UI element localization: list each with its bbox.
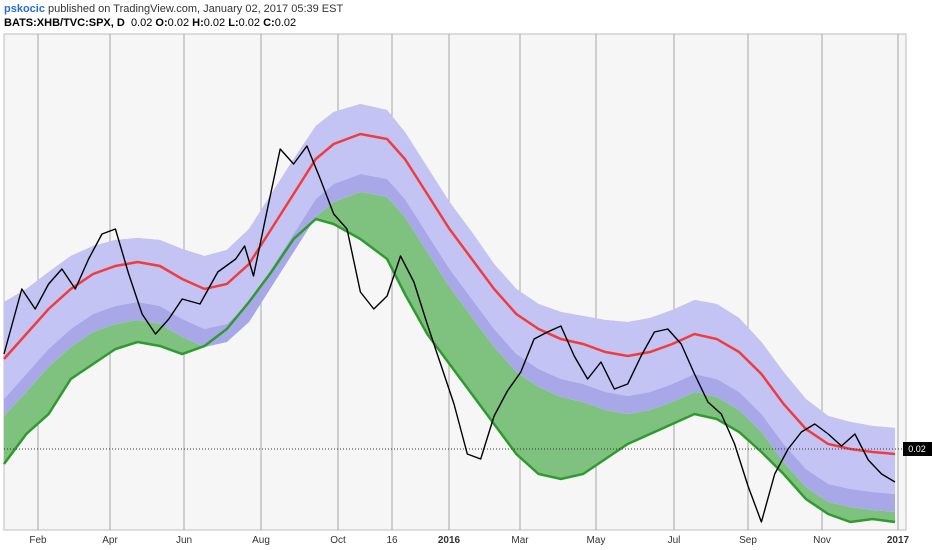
ohlc-line: BATS:XHB/TVC:SPX, D 0.02 O:0.02 H:0.02 L… — [4, 16, 924, 30]
x-tick-label: Mar — [511, 535, 529, 546]
high-value: 0.02 — [203, 17, 226, 29]
x-tick-label: 2017 — [887, 535, 910, 546]
low-value: 0.02 — [238, 17, 261, 29]
x-tick-label: Apr — [102, 535, 118, 546]
lower-band-fill — [4, 192, 895, 522]
author-link[interactable]: pskocic — [4, 3, 45, 15]
open-value: 0.02 — [167, 17, 190, 29]
x-tick-label: Feb — [29, 535, 47, 546]
price-line — [3, 145, 896, 523]
publish-info: published on TradingView.com, January 02… — [44, 3, 344, 15]
inner-band-fill — [4, 174, 895, 512]
x-tick-label: 16 — [386, 535, 398, 546]
price-axis-label: 0.02 — [903, 442, 932, 456]
x-tick-label: Sep — [739, 535, 757, 546]
chart-header: pskocic published on TradingView.com, Ja… — [4, 2, 924, 30]
price-series — [3, 145, 896, 523]
high-label: H: — [192, 17, 204, 29]
publish-line: pskocic published on TradingView.com, Ja… — [4, 2, 924, 16]
x-tick-label: Aug — [252, 535, 270, 546]
low-label: L: — [228, 17, 239, 29]
close-value: 0.02 — [274, 17, 297, 29]
x-axis: Feb Apr Jun Aug Oct 16 2016 Mar May Jul Sep Nov 2017 — [29, 535, 909, 546]
symbol-label[interactable]: BATS:XHB/TVC:SPX, D — [4, 17, 125, 29]
upper-band-line — [3, 132, 896, 456]
x-tick-label: Oct — [330, 535, 346, 546]
price-label-text: 0.02 — [908, 444, 926, 454]
last-value: 0.02 — [130, 17, 153, 29]
x-tick-label: Jul — [668, 535, 681, 546]
open-label: O: — [155, 17, 168, 29]
x-tick-label: 2016 — [438, 535, 461, 546]
x-tick-label: Nov — [813, 535, 831, 546]
close-label: C: — [263, 17, 275, 29]
band-lines — [2, 132, 896, 524]
x-tick-label: Jun — [176, 535, 192, 546]
x-tick-label: May — [587, 535, 606, 546]
price-label-box — [903, 442, 932, 456]
lower-band-line — [2, 217, 896, 524]
